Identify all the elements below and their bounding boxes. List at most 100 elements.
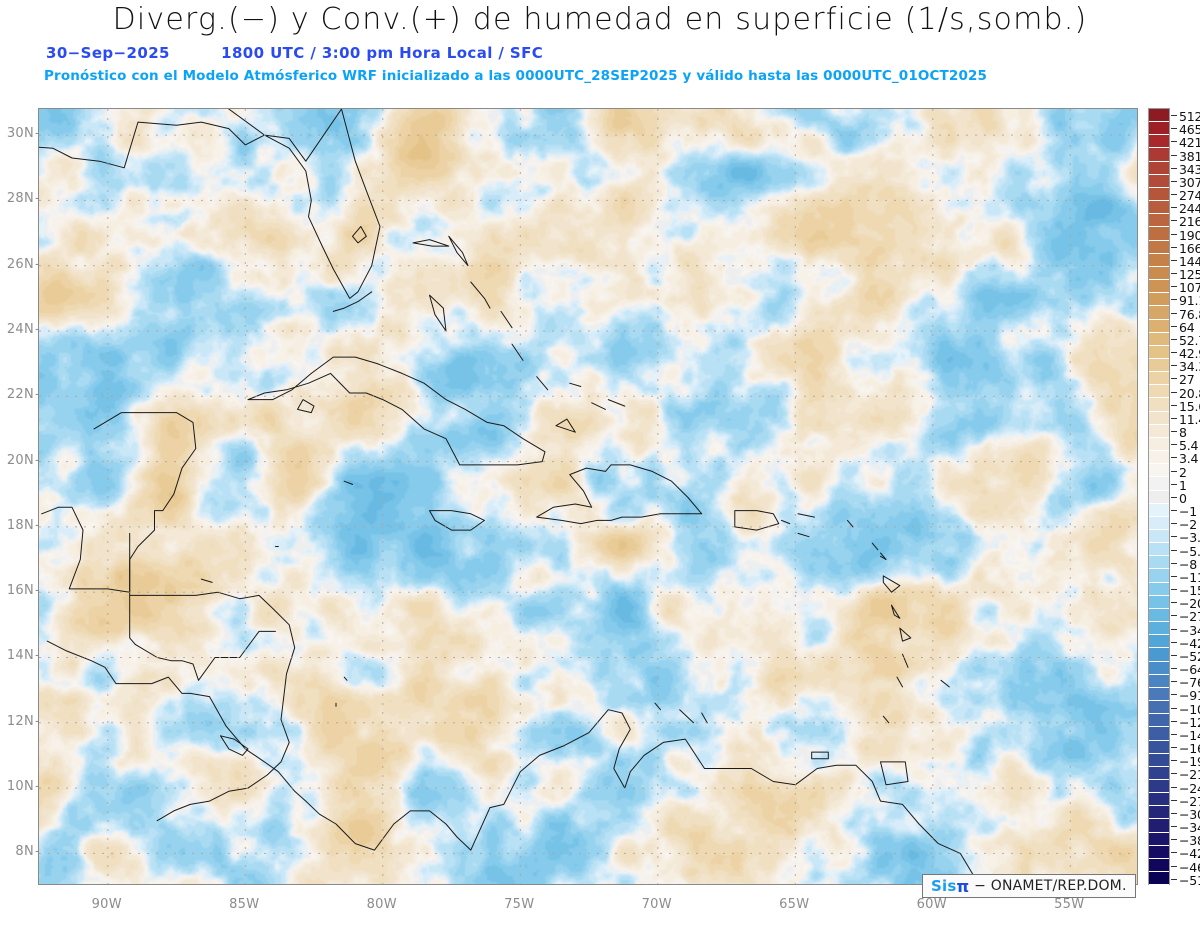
- colorbar-tick-mark: [1171, 312, 1177, 314]
- colorbar-tick-mark: [1171, 299, 1177, 301]
- coastlines-layer: [39, 109, 982, 884]
- colorbar-value-label: −64: [1179, 662, 1200, 678]
- colorbar-swatch: [1149, 174, 1169, 188]
- colorbar-tick-mark: [1171, 352, 1177, 354]
- lon-tick-label: 60W: [916, 897, 947, 912]
- lat-tick-mark: -: [35, 191, 40, 207]
- colorbar-tick-mark: [1171, 431, 1177, 433]
- colorbar-tick-mark: [1171, 799, 1177, 801]
- lat-tick-label: 28N: [6, 191, 34, 207]
- colorbar-swatch: [1149, 832, 1169, 846]
- colorbar-value-label: −343: [1179, 820, 1200, 836]
- colorbar-value-label: 42.9: [1179, 346, 1200, 362]
- colorbar-tick-mark: [1171, 694, 1177, 696]
- lat-tick-label: 16N: [6, 583, 34, 599]
- colorbar-tick-mark: [1171, 325, 1177, 327]
- colorbar-swatch: [1149, 372, 1169, 386]
- colorbar-swatch: [1149, 622, 1169, 636]
- colorbar-swatch: [1149, 687, 1169, 702]
- colorbar-swatch: [1149, 319, 1169, 333]
- colorbar-tick-mark: [1171, 128, 1177, 130]
- colorbar-value-label: 465.5: [1179, 122, 1200, 138]
- colorbar-swatch: [1149, 543, 1169, 557]
- graticule-layer: [39, 109, 1137, 884]
- colorbar-tick-mark: [1171, 707, 1177, 709]
- colorbar-value-label: 216: [1179, 214, 1200, 230]
- colorbar-swatch: [1149, 727, 1169, 741]
- colorbar-value-label: 52.7: [1179, 332, 1200, 348]
- colorbar-swatch: [1149, 569, 1169, 583]
- colorbar-value-label: −11.4: [1179, 569, 1200, 585]
- colorbar-tick-mark: [1171, 562, 1177, 564]
- lat-tick-mark: -: [35, 583, 40, 599]
- lat-tick-label: 18N: [6, 517, 34, 533]
- colorbar-value-label: −15.6: [1179, 583, 1200, 599]
- colorbar-tick-mark: [1171, 404, 1177, 406]
- colorbar-value-label: 3.4: [1179, 451, 1199, 467]
- colorbar-value-label: −125: [1179, 714, 1200, 730]
- colorbar-tick-mark: [1171, 575, 1177, 577]
- colorbar-value-label: 34.3: [1179, 359, 1200, 375]
- lat-tick-mark: -: [35, 322, 40, 337]
- colorbar-swatch: [1149, 793, 1169, 807]
- colorbar-value-label: 343: [1179, 161, 1200, 177]
- colorbar-tick-mark: [1171, 365, 1177, 367]
- colorbar-swatch: [1149, 227, 1169, 241]
- chart-header: Diverg.(−) y Conv.(+) de humedad en supe…: [0, 0, 1200, 100]
- colorbar-value-label: 2: [1179, 464, 1187, 480]
- map-panel[interactable]: [38, 108, 1138, 885]
- colorbar-tick-mark: [1171, 549, 1177, 551]
- colorbar-swatch: [1149, 740, 1169, 754]
- colorbar-tick-mark: [1171, 207, 1177, 209]
- lat-tick-mark: -: [35, 517, 40, 533]
- colorbar-tick-mark: [1171, 167, 1177, 169]
- colorbar-swatch: [1149, 845, 1169, 859]
- lat-tick-label: 30N: [6, 126, 34, 142]
- colorbar-swatch: [1149, 674, 1169, 688]
- lat-tick-label: 22N: [6, 387, 34, 403]
- brand-label: Sis: [931, 877, 957, 895]
- colorbar-tick-mark: [1171, 510, 1177, 512]
- colorbar-swatch: [1149, 424, 1169, 438]
- colorbar-tick-mark: [1171, 338, 1177, 340]
- colorbar-value-label: 144.7: [1179, 253, 1200, 269]
- lat-tick-label: 14N: [6, 648, 34, 664]
- colorbar-value-label: 244.1: [1179, 201, 1200, 217]
- colorbar-tick-mark: [1171, 589, 1177, 591]
- colorbar-tick-mark: [1171, 786, 1177, 788]
- lat-tick-mark: -: [35, 452, 40, 468]
- lon-tick-label: 85W: [229, 897, 260, 912]
- colorbar-swatch: [1149, 437, 1169, 452]
- colorbar-tick-mark: [1171, 839, 1177, 841]
- colorbar-value-label: 274.6: [1179, 188, 1200, 204]
- colorbar-tick-mark: [1171, 259, 1177, 261]
- colorbar-tick-mark: [1171, 628, 1177, 630]
- colorbar-value-label: 1: [1179, 477, 1187, 493]
- colorbar-tick-mark: [1171, 826, 1177, 828]
- colorbar-value-label: −512: [1179, 872, 1200, 888]
- colorbar-tick-mark: [1171, 641, 1177, 643]
- colorbar-value-label: −42.9: [1179, 635, 1200, 651]
- colorbar-swatch: [1149, 766, 1169, 780]
- lat-tick-mark: -: [35, 648, 40, 664]
- colorbar-swatch: [1149, 240, 1169, 254]
- colorbar-swatch: [1149, 451, 1169, 465]
- lon-tick-label: 80W: [366, 897, 397, 912]
- colorbar-value-label: −34.3: [1179, 622, 1200, 638]
- colorbar-value-label: 11.4: [1179, 411, 1200, 427]
- colorbar-value-label: −27: [1179, 609, 1200, 625]
- lat-tick-label: 26N: [6, 256, 34, 272]
- colorbar-swatch: [1149, 819, 1169, 833]
- colorbar-tick-mark: [1171, 154, 1177, 156]
- colorbar-tick-mark: [1171, 733, 1177, 735]
- colorbar-swatch: [1149, 411, 1169, 425]
- agency-label: − ONAMET/REP.DOM.: [974, 878, 1127, 894]
- colorbar-swatch: [1149, 266, 1169, 281]
- pi-icon: π: [956, 876, 970, 896]
- colorbar-value-label: 512: [1179, 109, 1200, 124]
- colorbar-tick-mark: [1171, 852, 1177, 854]
- colorbar-swatch: [1149, 345, 1169, 359]
- colorbar-tick-mark: [1171, 812, 1177, 814]
- colorbar-value-label: −307: [1179, 806, 1200, 822]
- colorbar-value-label: −91.1: [1179, 688, 1200, 704]
